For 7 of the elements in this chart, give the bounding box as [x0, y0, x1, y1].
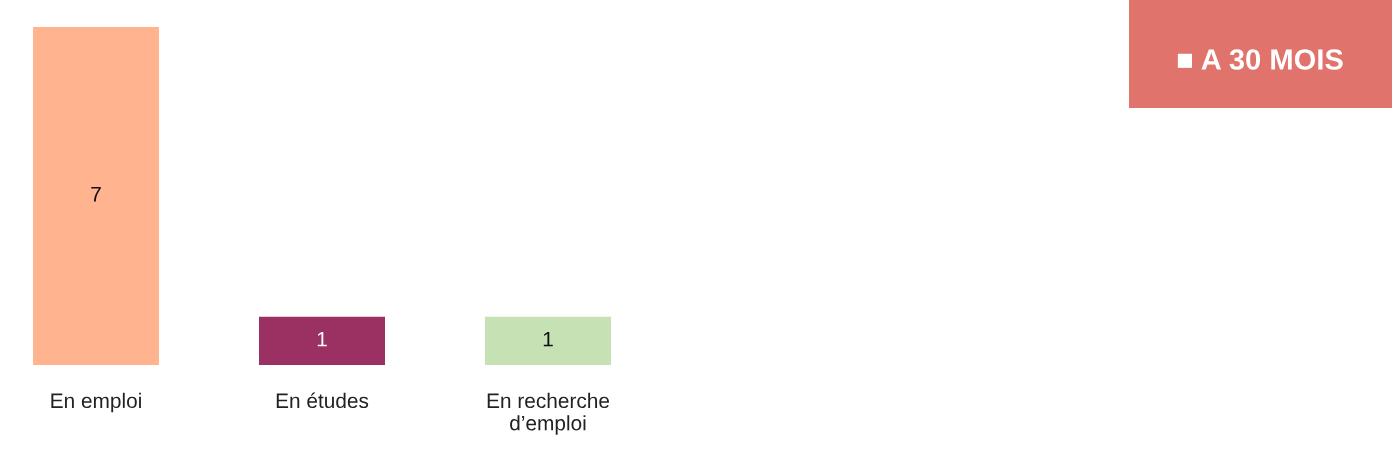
x-tick-label: En recherche d’emploi	[487, 392, 610, 435]
data-label: 1	[543, 331, 553, 347]
data-label: 7	[91, 187, 101, 202]
text: ■ A 30 MOIS	[1177, 49, 1343, 70]
x-tick-label: En études	[276, 392, 369, 409]
x-tick-label: En emploi	[51, 392, 141, 413]
data-label: 1	[317, 331, 327, 347]
